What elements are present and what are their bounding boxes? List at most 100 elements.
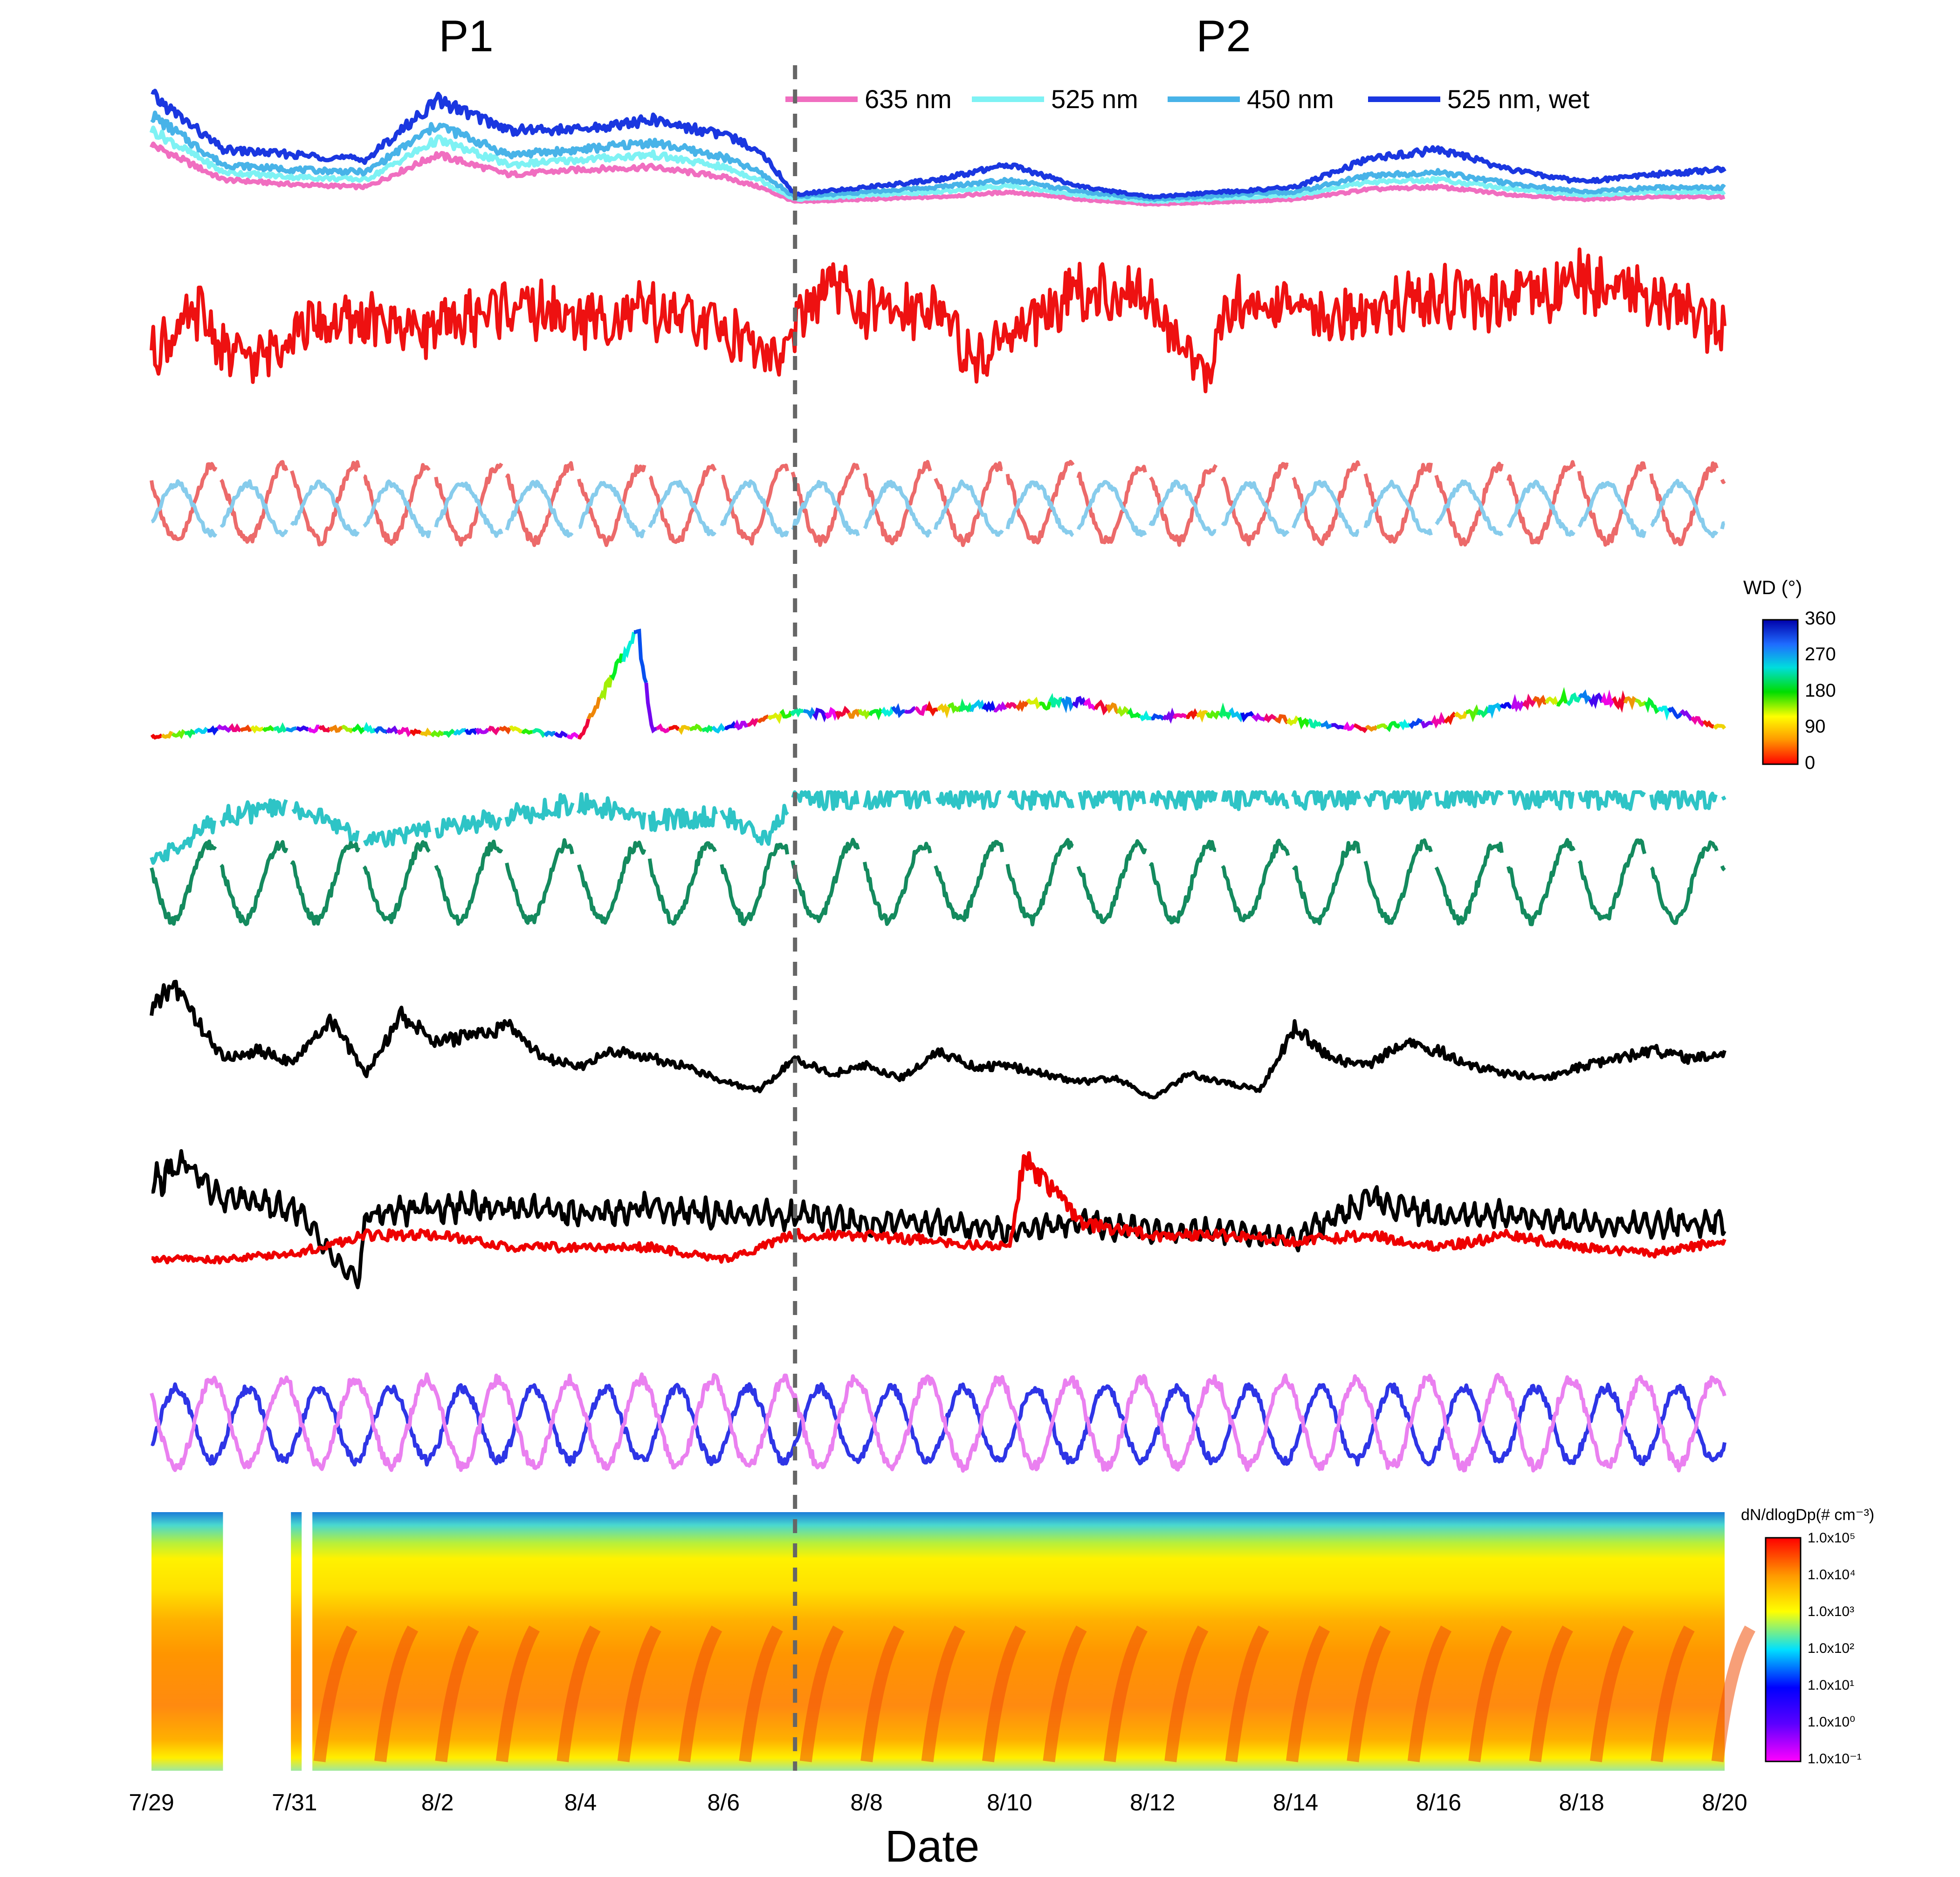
heatmap-growth-event <box>374 1625 419 1762</box>
period-label-p2: P2 <box>1196 11 1251 61</box>
ws-series-segment <box>790 707 804 718</box>
ws-series-segment <box>779 709 793 719</box>
ws-series-segment <box>1139 710 1152 722</box>
series-line-no2 <box>150 1382 1726 1467</box>
ws-series-segment <box>1240 711 1254 723</box>
ws-series-segment <box>1015 699 1029 712</box>
ws-series-segment <box>914 704 929 716</box>
panel-f <box>150 980 1726 1100</box>
ws-series-segment <box>161 731 173 739</box>
ws-series-segment <box>207 725 219 736</box>
ws-series-segment <box>835 706 851 720</box>
heatmap-growth-event <box>1407 1625 1452 1762</box>
heatmap-missing-data <box>302 1512 313 1771</box>
series-line-so2 <box>151 1151 1726 1265</box>
heatmap-growth-event <box>557 1625 601 1762</box>
ws-series-segment <box>1376 723 1388 729</box>
ws-series-segment <box>1186 708 1199 720</box>
panel-d: WD (°) 0 90 180 270 360 <box>150 576 1836 773</box>
ws-series-segment <box>351 723 366 735</box>
panel-d-series <box>150 629 1726 740</box>
ws-series-segment <box>1151 713 1165 721</box>
dn-colorbar-tick-1e5: 1.0x10⁵ <box>1808 1530 1856 1546</box>
heatmap-growth-event <box>1589 1625 1634 1762</box>
ws-series-segment <box>1635 698 1647 707</box>
x-tick-label: 8/6 <box>708 1789 740 1815</box>
ws-series-segment <box>453 727 467 736</box>
ws-series-segment <box>363 721 377 734</box>
ws-series-segment <box>150 733 163 740</box>
ws-series-segment <box>1408 718 1423 729</box>
ws-series-segment <box>1205 710 1220 720</box>
ws-series-segment <box>1667 706 1683 719</box>
dn-colorbar-gradient <box>1765 1537 1802 1762</box>
ws-series-segment <box>543 730 556 738</box>
ws-series-segment <box>689 723 703 732</box>
ws-series-segment <box>1443 711 1457 726</box>
ws-series-segment <box>1532 694 1547 709</box>
panel-h-series <box>150 1372 1726 1473</box>
ws-series-segment <box>1454 711 1468 720</box>
heatmap-growth-event <box>1043 1625 1087 1762</box>
ws-series-segment <box>430 730 445 738</box>
x-tick-label: 8/18 <box>1559 1789 1604 1815</box>
panel-g <box>151 1149 1726 1289</box>
ws-series-segment <box>1644 697 1660 714</box>
ws-series-segment <box>1274 714 1289 725</box>
ws-series-segment <box>1465 704 1480 722</box>
ws-series-segment <box>341 725 354 733</box>
ws-series-segment <box>1657 706 1671 721</box>
series-line-450-nm <box>150 110 1726 202</box>
ws-series-segment <box>318 725 331 733</box>
heatmap-growth-event <box>1286 1625 1330 1762</box>
wd-colorbar-tick-180: 180 <box>1805 680 1836 701</box>
ws-series-segment <box>644 682 657 733</box>
ws-series-segment <box>1600 689 1615 708</box>
panel-b <box>150 247 1726 393</box>
heatmap-growth-event <box>1711 1625 1756 1762</box>
wd-colorbar-tick-360: 360 <box>1805 608 1836 629</box>
ws-series-segment <box>1093 699 1110 716</box>
ws-series-segment <box>443 728 455 738</box>
dn-colorbar: dN/dlogDp(# cm⁻³) 1.0x10⁵ 1.0x10⁴ 1.0x10… <box>1741 1506 1874 1767</box>
wd-colorbar-gradient <box>1762 619 1799 765</box>
ws-series-segment <box>1263 713 1277 723</box>
ws-series-segment <box>1172 713 1188 719</box>
x-tick-label: 8/16 <box>1416 1789 1461 1815</box>
ws-series-segment <box>509 725 523 733</box>
ws-series-segment <box>577 718 591 740</box>
ws-series-segment <box>1026 696 1041 710</box>
heatmap-growth-event <box>313 1625 358 1762</box>
ws-series-segment <box>1544 696 1559 706</box>
panel-g-series <box>151 1149 1726 1289</box>
period-label-p1: P1 <box>439 11 493 61</box>
ws-series-segment <box>1218 702 1232 720</box>
dn-colorbar-tick-1e2: 1.0x10² <box>1808 1641 1854 1656</box>
ws-series-segment <box>1365 725 1379 732</box>
ws-series-segment <box>1712 723 1726 730</box>
heatmap-growth-event <box>921 1625 965 1762</box>
ws-series-segment <box>1320 720 1333 729</box>
ws-series-segment <box>464 727 479 735</box>
ws-series-segment <box>1476 706 1491 718</box>
ws-series-segment <box>904 706 916 714</box>
ws-series-segment <box>1072 696 1087 709</box>
ws-series-segment <box>1297 717 1311 730</box>
ws-series-segment <box>532 728 546 738</box>
heatmap-growth-event <box>1651 1625 1695 1762</box>
dn-colorbar-title: dN/dlogDp(# cm⁻³) <box>1741 1506 1874 1524</box>
wd-colorbar-tick-0: 0 <box>1805 753 1815 773</box>
dn-colorbar-tick-1e4: 1.0x10⁴ <box>1808 1567 1856 1582</box>
ws-series-segment <box>1386 721 1401 733</box>
heatmap-growth-event <box>1529 1625 1573 1762</box>
ws-series-segment <box>296 725 310 732</box>
legend-label-525nm: 525 nm <box>1051 84 1138 114</box>
ws-series-segment <box>824 706 839 721</box>
ws-series-segment <box>747 718 758 727</box>
ws-series-segment <box>880 706 894 717</box>
ws-series-segment <box>171 729 186 740</box>
ws-series-segment <box>1399 719 1412 731</box>
series-line-vis <box>150 790 1726 865</box>
ws-series-segment <box>1486 702 1503 719</box>
ws-series-segment <box>1048 693 1063 709</box>
